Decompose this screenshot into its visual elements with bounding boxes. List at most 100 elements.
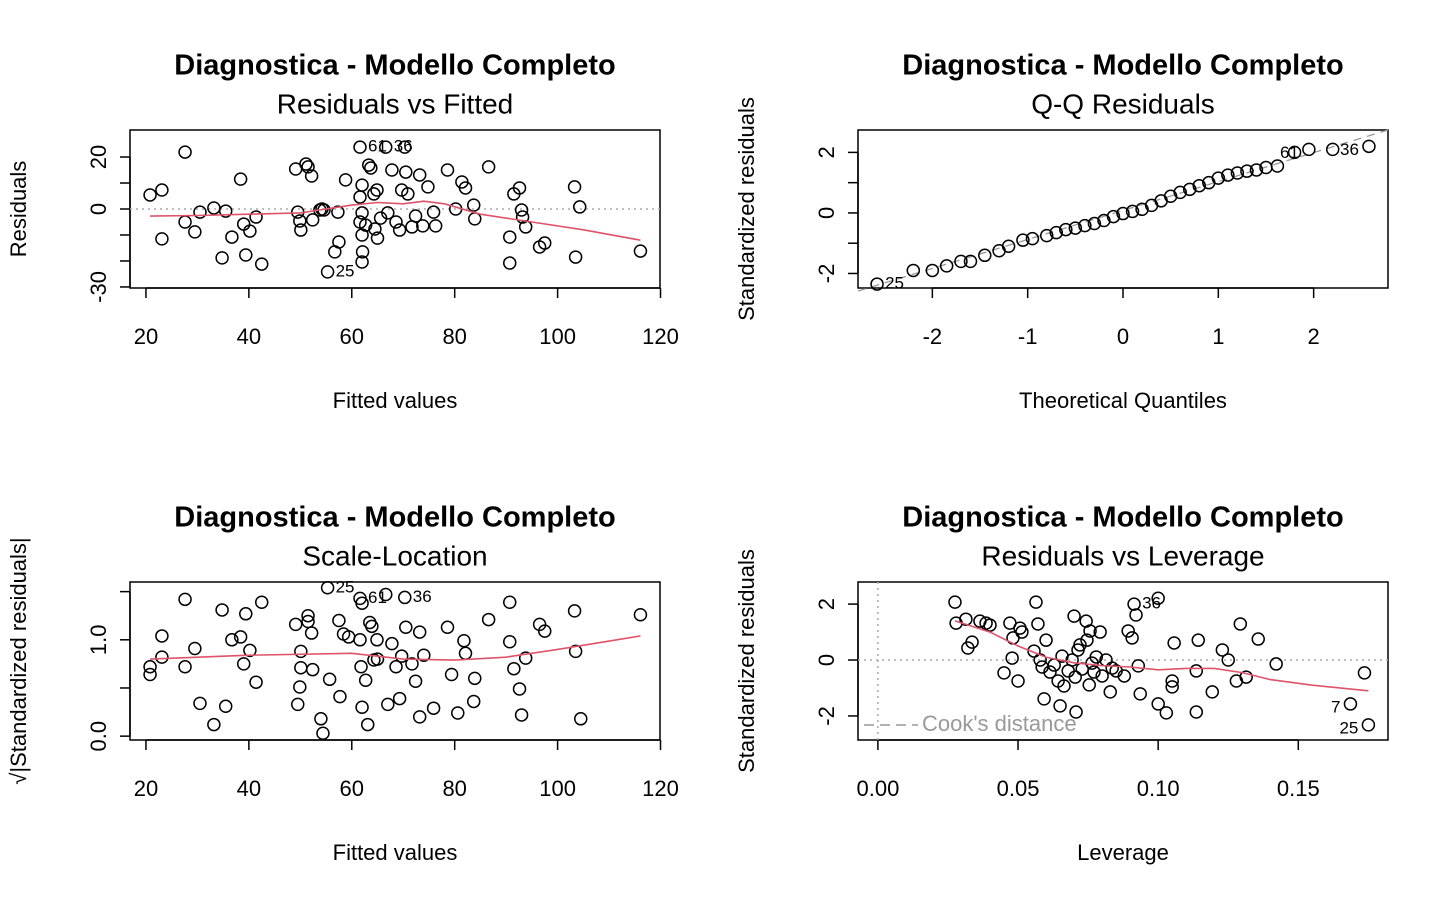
point-label: 25 bbox=[1339, 718, 1358, 737]
data-point bbox=[288, 617, 303, 632]
data-point bbox=[243, 224, 257, 238]
data-point bbox=[633, 244, 648, 258]
x-tick-label: 100 bbox=[539, 776, 576, 801]
data-point bbox=[574, 712, 588, 726]
data-point bbox=[1165, 674, 1179, 688]
x-tick-label: 100 bbox=[539, 324, 576, 349]
data-point bbox=[385, 636, 399, 651]
data-point bbox=[408, 209, 423, 223]
data-point bbox=[514, 203, 529, 217]
data-point bbox=[481, 160, 496, 174]
data-point bbox=[1043, 665, 1057, 679]
data-point bbox=[207, 717, 221, 732]
data-point bbox=[368, 222, 382, 236]
data-point bbox=[1191, 633, 1206, 647]
data-point bbox=[225, 230, 239, 244]
data-point bbox=[532, 617, 547, 632]
data-point bbox=[428, 219, 443, 233]
data-point bbox=[466, 694, 481, 709]
data-point bbox=[1089, 650, 1103, 664]
data-point bbox=[1129, 608, 1143, 622]
x-tick-label: 0.00 bbox=[856, 776, 899, 801]
x-tick-label: -1 bbox=[1018, 324, 1038, 349]
data-point bbox=[320, 581, 335, 595]
data-point bbox=[416, 219, 430, 233]
data-point bbox=[355, 596, 369, 610]
data-point bbox=[1011, 674, 1025, 688]
y-axis-label: Standardized residuals bbox=[734, 549, 759, 773]
data-point bbox=[155, 183, 169, 197]
data-point bbox=[1357, 666, 1372, 680]
data-point bbox=[1167, 636, 1181, 650]
data-point bbox=[1287, 145, 1302, 160]
data-point bbox=[370, 183, 384, 197]
smooth-line bbox=[150, 635, 641, 661]
data-point bbox=[1095, 669, 1109, 683]
data-point bbox=[1121, 624, 1135, 638]
data-point bbox=[299, 157, 313, 171]
point-label: 7 bbox=[1331, 697, 1340, 716]
data-point bbox=[178, 592, 192, 607]
data-point bbox=[399, 620, 413, 635]
data-point bbox=[233, 630, 248, 644]
data-point bbox=[1221, 168, 1235, 182]
data-point bbox=[451, 706, 465, 720]
x-tick-label: -2 bbox=[923, 324, 943, 349]
data-point bbox=[1080, 633, 1094, 647]
data-point bbox=[394, 649, 409, 663]
y-axis-label: Residuals bbox=[6, 161, 31, 258]
data-point bbox=[1083, 624, 1097, 638]
y-tick-label: 0 bbox=[814, 654, 839, 666]
data-point bbox=[193, 205, 207, 219]
point-label: 36 bbox=[413, 587, 432, 606]
data-point bbox=[1105, 661, 1119, 675]
data-point bbox=[398, 140, 412, 154]
data-point bbox=[507, 661, 521, 676]
data-point bbox=[1068, 221, 1083, 235]
data-point bbox=[218, 699, 233, 714]
data-point bbox=[236, 217, 251, 231]
data-point bbox=[389, 660, 403, 674]
data-point bbox=[1269, 657, 1283, 671]
data-point bbox=[1239, 670, 1253, 684]
data-point bbox=[1173, 185, 1187, 200]
chart-title: Diagnostica - Modello Completo bbox=[902, 502, 1343, 534]
data-point bbox=[225, 633, 239, 647]
x-tick-label: 120 bbox=[642, 776, 679, 801]
data-point bbox=[514, 708, 529, 722]
data-point bbox=[1053, 699, 1067, 713]
data-point bbox=[236, 657, 251, 671]
data-point bbox=[143, 660, 157, 674]
data-point bbox=[249, 675, 263, 689]
data-point bbox=[293, 214, 307, 228]
legend-text: Cook's distance bbox=[922, 711, 1077, 736]
data-point bbox=[353, 140, 367, 154]
data-point bbox=[512, 181, 527, 195]
point-label: 61 bbox=[368, 588, 387, 607]
data-point bbox=[412, 168, 427, 182]
x-tick-label: 0.15 bbox=[1277, 776, 1320, 801]
y-axis-label: Standardized residuals bbox=[734, 97, 759, 321]
data-point bbox=[954, 254, 968, 269]
data-point bbox=[567, 604, 582, 618]
data-point bbox=[426, 701, 441, 715]
data-point bbox=[518, 651, 533, 665]
data-point bbox=[294, 660, 308, 675]
data-point bbox=[392, 691, 407, 706]
data-point bbox=[178, 660, 192, 674]
data-point bbox=[354, 660, 368, 674]
data-point bbox=[1031, 617, 1045, 631]
y-tick-label: -2 bbox=[814, 706, 839, 726]
data-point bbox=[965, 635, 979, 649]
data-point bbox=[963, 254, 978, 269]
data-point bbox=[417, 648, 431, 662]
data-point bbox=[1249, 163, 1264, 177]
data-point bbox=[948, 595, 962, 609]
data-point bbox=[1125, 204, 1140, 219]
y-tick-label: 2 bbox=[814, 146, 839, 158]
x-axis-label: Leverage bbox=[1077, 840, 1169, 865]
data-point bbox=[338, 173, 353, 187]
data-point bbox=[1230, 166, 1245, 180]
data-point bbox=[294, 644, 308, 659]
